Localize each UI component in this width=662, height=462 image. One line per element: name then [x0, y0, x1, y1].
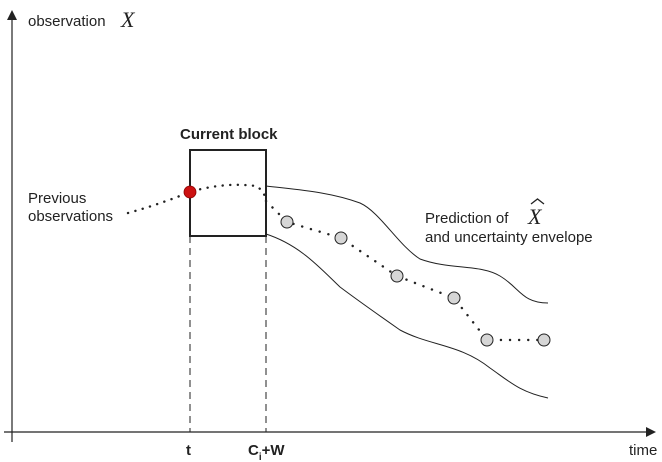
- prediction-label-line1: Prediction of: [425, 210, 509, 227]
- current-block-title: Current block: [180, 126, 278, 143]
- current-block: [189, 149, 267, 237]
- predicted-point: [447, 291, 461, 305]
- y-axis-label: observation: [28, 13, 106, 30]
- tick-t: t: [186, 442, 191, 459]
- predicted-point: [480, 333, 494, 347]
- x-hat-symbol: X: [527, 198, 545, 229]
- predicted-point: [334, 231, 348, 245]
- current-observation-point: [183, 185, 197, 199]
- y-axis-symbol: X: [120, 7, 136, 32]
- previous-observations-label: Previous observations: [28, 190, 113, 225]
- envelope-upper: [265, 185, 549, 304]
- predicted-points: [280, 215, 551, 347]
- predicted-point: [280, 215, 294, 229]
- previous-observations-curve: [126, 183, 268, 215]
- hat-icon: [530, 198, 545, 205]
- x-axis-label: time: [629, 442, 657, 459]
- predicted-point: [390, 269, 404, 283]
- tick-c: C: [248, 442, 259, 459]
- envelope-lower: [265, 233, 549, 399]
- previous-line1: Previous: [28, 190, 86, 207]
- previous-line2: observations: [28, 208, 113, 225]
- tick-c-suffix: +W: [262, 442, 286, 459]
- predicted-point: [537, 333, 551, 347]
- prediction-label-line2: and uncertainty envelope: [425, 229, 593, 246]
- tick-c-sub: i: [259, 452, 262, 462]
- x-hat-letter: X: [527, 204, 543, 229]
- tick-ciw: Ci+W: [248, 442, 285, 462]
